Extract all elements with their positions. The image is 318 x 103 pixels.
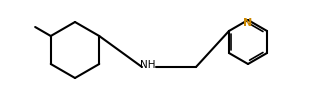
- Text: N: N: [243, 18, 252, 28]
- Text: NH: NH: [140, 60, 156, 70]
